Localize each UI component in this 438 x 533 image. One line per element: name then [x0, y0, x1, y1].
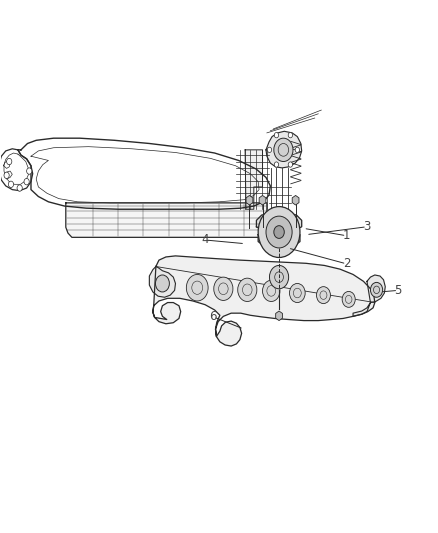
Circle shape [288, 133, 293, 138]
Polygon shape [153, 256, 375, 346]
Text: 3: 3 [363, 220, 371, 233]
Text: 4: 4 [201, 233, 209, 246]
Circle shape [342, 292, 355, 308]
Text: 1: 1 [343, 229, 350, 242]
Circle shape [274, 225, 284, 238]
Text: 5: 5 [395, 284, 402, 297]
Circle shape [262, 280, 280, 302]
Circle shape [155, 275, 170, 292]
Text: 6: 6 [210, 310, 217, 324]
Circle shape [7, 158, 12, 165]
Polygon shape [258, 233, 300, 248]
Circle shape [267, 147, 272, 152]
Polygon shape [245, 150, 262, 209]
Circle shape [214, 277, 233, 301]
Circle shape [274, 138, 293, 161]
Circle shape [24, 179, 29, 185]
Polygon shape [66, 203, 267, 237]
Circle shape [274, 133, 279, 138]
Text: 2: 2 [343, 257, 350, 270]
Circle shape [371, 282, 383, 297]
Circle shape [17, 185, 22, 191]
Circle shape [258, 207, 300, 257]
Circle shape [8, 181, 14, 188]
Circle shape [4, 172, 9, 179]
Polygon shape [256, 213, 302, 229]
Polygon shape [0, 149, 33, 191]
Circle shape [317, 287, 330, 304]
Polygon shape [18, 138, 270, 209]
Circle shape [288, 162, 293, 167]
Circle shape [27, 168, 32, 174]
Circle shape [290, 284, 305, 303]
Polygon shape [149, 266, 176, 297]
Circle shape [186, 274, 208, 301]
Circle shape [295, 147, 300, 152]
Circle shape [269, 265, 289, 289]
Circle shape [274, 162, 279, 167]
Polygon shape [353, 275, 385, 317]
Circle shape [266, 216, 292, 248]
Polygon shape [266, 131, 302, 168]
Circle shape [238, 278, 257, 302]
